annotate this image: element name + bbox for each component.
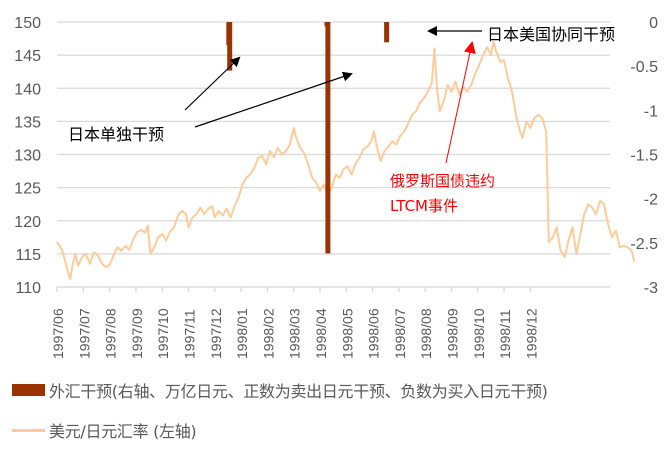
left-tick-label: 135 [14, 114, 41, 131]
annotations: 日本单独干预 日本美国协同干预 俄罗斯国债违约 LTCM事件 [68, 25, 615, 215]
right-tick-label: -2 [644, 192, 658, 209]
right-tick-label: -3 [644, 280, 658, 297]
right-tick-label: -1.5 [630, 148, 658, 165]
gridlines [57, 21, 610, 288]
right-tick-label: -1 [644, 103, 658, 120]
x-tick-label: 1998/10 [471, 308, 487, 359]
legend-item-exchange-rate: 美元/日元汇率 (左轴) [12, 418, 197, 442]
x-tick-label: 1998/02 [260, 308, 276, 359]
x-tick-label: 1998/08 [418, 308, 434, 359]
x-tick-label: 1997/06 [50, 308, 66, 359]
legend-label-exchange-rate: 美元/日元汇率 (左轴) [49, 422, 197, 441]
exchange-rate-line [56, 40, 636, 280]
left-tick-label: 120 [14, 214, 41, 231]
x-tick-label: 1998/11 [497, 309, 513, 359]
x-tick-label: 1997/08 [103, 308, 119, 359]
arrow-to-dec97-intervention [184, 56, 241, 111]
right-tick-label: -0.5 [630, 59, 658, 76]
left-axis-ticks: 110 115 120 125 130 135 140 145 150 [14, 15, 41, 297]
right-tick-label: 0 [649, 15, 658, 32]
x-tick-label: 1997/09 [129, 308, 145, 359]
x-tick-label: 1997/11 [182, 309, 198, 359]
left-tick-label: 150 [14, 15, 41, 32]
left-tick-label: 110 [15, 280, 41, 297]
left-tick-label: 130 [14, 148, 41, 165]
x-tick-label: 1997/12 [208, 308, 224, 359]
x-tick-label: 1997/10 [155, 308, 171, 359]
x-tick-label: 1998/12 [523, 308, 539, 359]
x-axis: 1997/06 1997/07 1997/08 1997/09 1997/10 1997/… [50, 286, 610, 359]
x-tick-label: 1997/07 [76, 308, 92, 359]
left-tick-label: 125 [14, 181, 41, 198]
legend-item-intervention: 外汇干预(右轴、万亿日元、正数为卖出日元干预、负数为买入日元干预) [12, 378, 548, 402]
annotation-japan-us-joint-intervention: 日本美国协同干预 [487, 25, 615, 44]
x-tick-label: 1998/05 [339, 308, 355, 359]
chart-area: 110 115 120 125 130 135 140 145 150 0 -0.5 -1 -1.5 -… [14, 15, 658, 359]
x-tick-label: 1998/04 [313, 308, 329, 359]
left-tick-label: 140 [14, 81, 41, 98]
x-tick-label: 1998/03 [287, 308, 303, 359]
intervention-bar [384, 22, 390, 43]
line-swatch-icon [12, 428, 45, 432]
annotation-russia-default: 俄罗斯国债违约 [390, 172, 495, 190]
annotation-japan-solo-intervention: 日本单独干预 [68, 125, 164, 144]
x-tick-label: 1998/09 [445, 308, 461, 359]
x-tick-label: 1998/01 [234, 308, 250, 359]
exchange-rate-polyline [56, 40, 636, 280]
arrow-to-aug98-peak [445, 41, 476, 164]
x-tick-label: 1998/06 [366, 308, 382, 359]
intervention-bar [227, 22, 233, 71]
right-axis-ticks: 0 -0.5 -1 -1.5 -2 -2.5 -3 [630, 15, 658, 297]
x-tick-label: 1998/07 [392, 308, 408, 359]
left-tick-label: 145 [14, 48, 41, 65]
legend-label-intervention: 外汇干预(右轴、万亿日元、正数为卖出日元干预、负数为买入日元干预) [49, 382, 548, 401]
intervention-bar [325, 22, 331, 254]
intervention-bars [226, 22, 390, 254]
arrow-to-apr98-intervention [194, 71, 353, 128]
annotation-ltcm: LTCM事件 [390, 197, 458, 215]
bar-swatch-icon [12, 384, 45, 396]
right-tick-label: -2.5 [630, 236, 658, 253]
left-tick-label: 115 [15, 247, 41, 264]
